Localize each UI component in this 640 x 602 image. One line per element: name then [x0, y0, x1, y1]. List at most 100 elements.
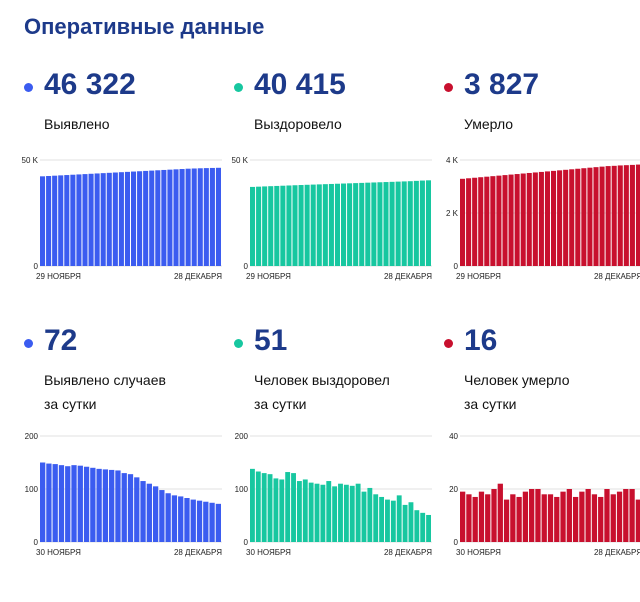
recovered-total-chart: 0 50 K 29 НОЯБРЯ 28 ДЕКАБРЯ [232, 156, 433, 281]
label-line: Выздоровело [254, 116, 342, 132]
bar [359, 182, 365, 266]
bar [604, 489, 610, 542]
bar [70, 174, 76, 266]
bar [127, 474, 134, 542]
bar [94, 173, 100, 266]
bar [472, 496, 478, 542]
x-tick-label: 28 ДЕКАБРЯ [384, 548, 432, 557]
bar [395, 181, 401, 266]
bar [203, 168, 209, 266]
bar [491, 489, 497, 542]
bar [379, 496, 385, 542]
deaths-daily-label: Человек умерло за сутки [464, 368, 570, 416]
y-tick-label: 0 [244, 262, 249, 271]
bar [401, 181, 407, 266]
bar [560, 491, 566, 542]
bar [46, 176, 52, 266]
bar [635, 164, 640, 266]
bar [250, 468, 255, 542]
bar [291, 473, 296, 542]
bar [171, 495, 178, 542]
bar [256, 186, 262, 266]
bar [341, 183, 347, 266]
red-dot-icon [444, 83, 453, 92]
bar [516, 496, 522, 542]
blue-dot-icon [24, 83, 33, 92]
x-tick-label: 28 ДЕКАБРЯ [594, 548, 640, 557]
bar [165, 493, 171, 542]
bar [472, 177, 478, 266]
detected-daily-chart: 0 100 200 30 НОЯБРЯ 28 ДЕКАБРЯ [25, 432, 223, 557]
bar [365, 182, 371, 266]
label-line: за сутки [464, 396, 517, 412]
red-dot-icon [444, 339, 453, 348]
bar [367, 487, 373, 542]
recovered-total-label: Выздоровело [254, 112, 342, 136]
bar [593, 167, 599, 266]
bar [623, 165, 629, 266]
bar [185, 168, 191, 266]
bar [250, 186, 256, 266]
deaths-total-chart: 0 2 K 4 K 29 НОЯБРЯ 28 ДЕКАБРЯ [446, 156, 640, 281]
bar [566, 489, 572, 542]
bar [623, 489, 629, 542]
bar [332, 486, 338, 542]
bar [285, 472, 291, 542]
bar [292, 185, 298, 266]
bar [385, 499, 390, 542]
bar [520, 173, 526, 266]
bar [326, 481, 332, 542]
bar [310, 184, 316, 266]
bar [58, 175, 64, 266]
bar [610, 494, 616, 542]
panel-deaths-total: 3 827 Умерло 0 2 K 4 K 29 НОЯБРЯ 28 ДЕКАБРЯ [444, 66, 640, 346]
bar [100, 173, 106, 266]
bar [579, 491, 585, 542]
bar [373, 494, 379, 542]
bar [302, 479, 308, 542]
bar [514, 174, 520, 266]
bar [389, 181, 395, 266]
bar [280, 185, 286, 266]
bar [598, 496, 604, 542]
bar [426, 514, 431, 542]
bar [635, 499, 640, 542]
bar [268, 186, 274, 266]
x-tick-label: 30 НОЯБРЯ [456, 548, 501, 557]
bar [349, 485, 355, 542]
bar [209, 502, 215, 542]
bar [497, 483, 503, 542]
bar [40, 462, 46, 542]
recovered-daily-chart: 0 100 200 30 НОЯБРЯ 28 ДЕКАБРЯ [235, 432, 433, 557]
bar [65, 466, 71, 542]
bar [46, 463, 52, 542]
bar [178, 496, 184, 542]
bar [137, 171, 143, 266]
detected-total-chart: 0 50 K 29 НОЯБРЯ 28 ДЕКАБРЯ [22, 156, 223, 281]
bar [390, 500, 396, 542]
bar [420, 512, 426, 542]
bar [414, 510, 420, 542]
bar [255, 471, 261, 542]
y-tick-label: 0 [34, 538, 39, 547]
bar [58, 465, 65, 542]
bar [279, 479, 285, 542]
bar [322, 184, 328, 266]
recovered-total-value: 40 415 [254, 68, 346, 101]
label-line: Выявлено [44, 116, 110, 132]
bar [308, 482, 314, 542]
bar [134, 477, 140, 542]
bar [167, 169, 173, 266]
bar [143, 170, 149, 266]
bar [508, 174, 514, 266]
bar [478, 491, 485, 542]
label-line: за сутки [44, 396, 97, 412]
bar [629, 489, 635, 542]
bar [196, 500, 203, 542]
panel-recovered-total: 40 415 Выздоровело 0 50 K 29 НОЯБРЯ 28 ДЕКА… [232, 66, 434, 346]
bar [338, 483, 343, 542]
bar [286, 185, 292, 266]
bar [503, 499, 510, 542]
bar [544, 171, 550, 266]
y-tick-label: 50 K [22, 156, 39, 165]
